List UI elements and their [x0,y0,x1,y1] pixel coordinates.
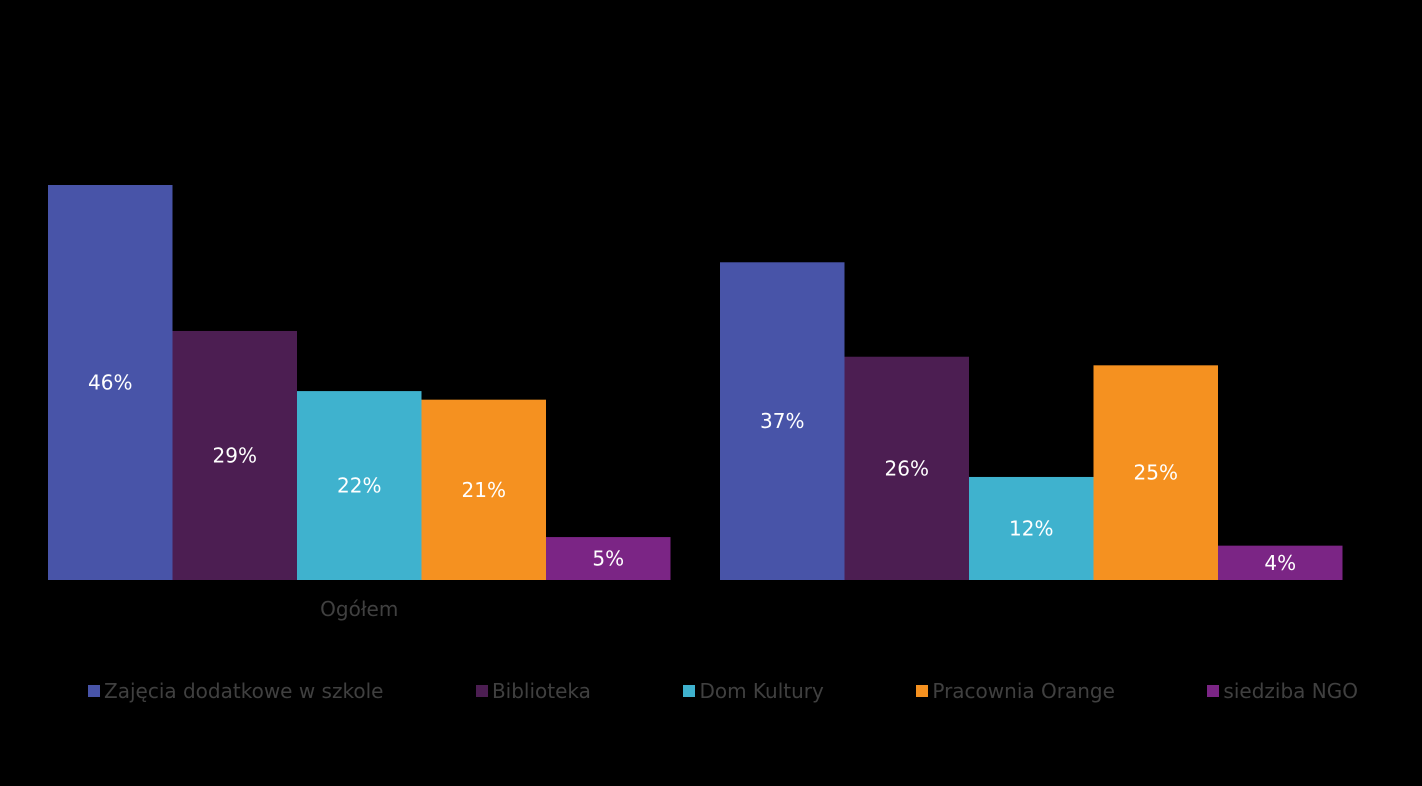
bar-0-0 [48,185,173,580]
legend-label-2: Dom Kultury [699,679,824,703]
bar-1-3 [1093,365,1218,580]
data-label-1-0: 37% [760,409,804,433]
legend-label-4: siedziba NGO [1223,679,1358,703]
legend-swatch-1 [475,685,488,697]
category-label-0: Ogółem [320,597,398,621]
bar-0-1 [172,330,297,580]
data-labels-layer: 46% 29% 22% 21% 5% 37% 26% 12% 25% 4% [88,371,1296,575]
bars-layer [48,185,1343,580]
legend-label-0: Zajęcia dodatkowe w szkole [104,679,384,703]
legend-swatch-2 [683,685,696,697]
bar-1-1 [844,356,969,580]
data-label-1-3: 25% [1134,461,1178,485]
bar-1-4 [1218,545,1343,580]
legend-label-3: Pracownia Orange [932,679,1115,703]
bar-0-4 [546,537,671,580]
legend-label-1: Biblioteka [491,679,591,703]
chart-legend: Zajęcia dodatkowe w szkole Biblioteka Do… [88,676,1358,706]
legend-swatch-4 [1207,685,1220,697]
legend-item-0: Zajęcia dodatkowe w szkole [88,679,383,703]
legend-swatch-0 [88,685,100,697]
data-label-0-0: 46% [88,371,132,395]
bar-0-3 [421,399,546,580]
data-label-1-4: 4% [1264,551,1296,575]
legend-swatch-3 [916,685,929,697]
bar-0-2 [297,391,422,580]
category-labels-layer: Ogółem [320,597,398,621]
legend-item-3: Pracownia Orange [916,679,1115,703]
legend-item-4: siedziba NGO [1207,679,1358,703]
bar-1-2 [969,476,1094,580]
legend-item-1: Biblioteka [475,679,591,703]
data-label-0-1: 29% [213,443,257,467]
data-label-0-2: 22% [337,474,381,498]
data-label-0-4: 5% [592,547,624,571]
legend-item-2: Dom Kultury [683,679,824,703]
data-label-1-2: 12% [1009,516,1053,540]
bar-1-0 [720,262,845,580]
data-label-1-1: 26% [885,456,929,480]
data-label-0-3: 21% [462,478,506,502]
